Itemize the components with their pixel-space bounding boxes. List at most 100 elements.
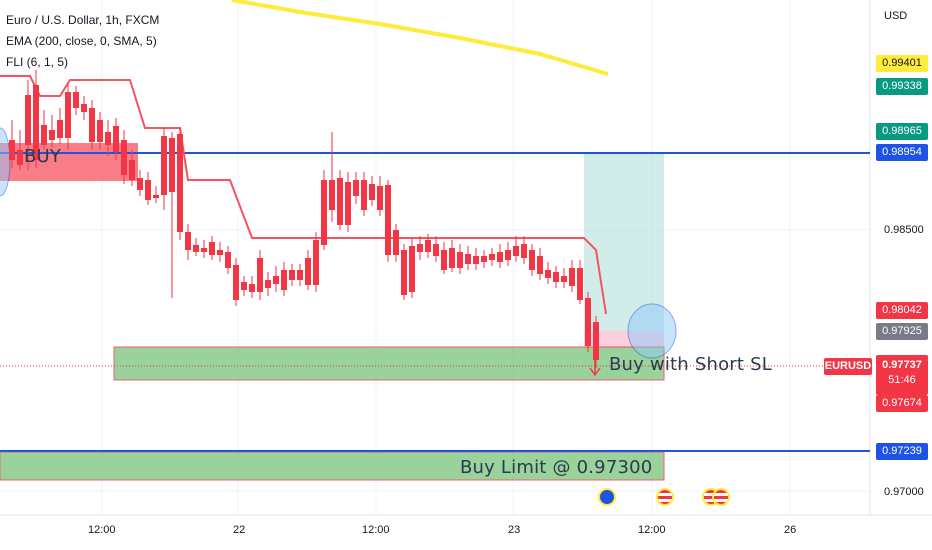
candle-body bbox=[585, 298, 591, 346]
candle-body bbox=[481, 256, 487, 262]
candle-body bbox=[121, 140, 127, 175]
candle-body bbox=[457, 252, 463, 268]
candle-body bbox=[505, 250, 511, 260]
ema-indicator-label[interactable]: EMA (200, close, 0, SMA, 5) bbox=[6, 34, 157, 48]
candle-body bbox=[257, 258, 263, 292]
candle-body bbox=[489, 254, 495, 260]
buy-short-sl-annotation[interactable]: Buy with Short SL bbox=[609, 354, 772, 375]
candles bbox=[9, 70, 599, 368]
candle-body bbox=[369, 184, 375, 200]
candle-body bbox=[169, 138, 175, 192]
candle-body bbox=[465, 254, 471, 264]
candle-body bbox=[9, 140, 15, 160]
ema-line bbox=[231, 0, 609, 76]
candle-body bbox=[57, 120, 63, 138]
candle-body bbox=[377, 186, 383, 210]
candle-body bbox=[297, 270, 303, 280]
last-price-box: 0.97737 51:46 bbox=[876, 355, 928, 395]
candle-body bbox=[81, 104, 87, 112]
candle-body bbox=[385, 185, 391, 255]
candle-body bbox=[497, 252, 503, 262]
buy-limit-zone bbox=[0, 451, 665, 481]
ema-price-tag: 0.99401 bbox=[876, 55, 928, 72]
candle-body bbox=[265, 280, 271, 288]
time-label: 12:00 bbox=[638, 524, 666, 536]
line-price-tag: 0.97239 bbox=[876, 443, 928, 460]
candle-body bbox=[289, 270, 295, 280]
candle-body bbox=[313, 240, 319, 285]
line-price-tag: 0.98954 bbox=[876, 144, 928, 161]
us-flag-event-icon[interactable] bbox=[712, 488, 730, 506]
candle-body bbox=[17, 150, 23, 165]
candle-body bbox=[249, 284, 255, 292]
candle-body bbox=[145, 180, 151, 200]
candle-body bbox=[33, 85, 39, 160]
candle-body bbox=[433, 244, 439, 256]
candle-body bbox=[337, 178, 343, 225]
candle-body bbox=[41, 125, 47, 145]
candle-body bbox=[545, 270, 551, 278]
candle-body bbox=[353, 180, 359, 196]
candle-body bbox=[129, 160, 135, 180]
candle-body bbox=[185, 232, 191, 250]
time-label: 12:00 bbox=[362, 524, 390, 536]
candle-body bbox=[201, 248, 207, 252]
candle-body bbox=[161, 136, 167, 195]
candle-body bbox=[305, 258, 311, 285]
candle-body bbox=[577, 268, 583, 300]
candle-body bbox=[321, 180, 327, 245]
candle-body bbox=[393, 230, 399, 255]
candle-body bbox=[449, 248, 455, 268]
candle-body bbox=[89, 108, 95, 142]
candle-body bbox=[225, 252, 231, 268]
time-label: 22 bbox=[233, 524, 246, 536]
candle-body bbox=[137, 178, 143, 190]
time-label: 12:00 bbox=[88, 524, 116, 536]
candle-body bbox=[105, 132, 111, 145]
candle-body bbox=[361, 180, 367, 210]
candle-body bbox=[345, 182, 351, 225]
symbol-title[interactable]: Euro / U.S. Dollar, 1h, FXCM bbox=[6, 13, 160, 27]
time-label: 23 bbox=[508, 524, 521, 536]
candle-body bbox=[537, 256, 543, 274]
candle-body bbox=[281, 270, 287, 290]
buy-limit-annotation[interactable]: Buy Limit @ 0.97300 bbox=[460, 457, 653, 478]
price-level: 0.97000 bbox=[884, 486, 924, 498]
fli-indicator-label[interactable]: FLI (6, 1, 5) bbox=[6, 55, 69, 69]
candle-body bbox=[209, 242, 215, 255]
currency-label[interactable]: USD bbox=[884, 10, 908, 22]
candle-body bbox=[233, 265, 239, 300]
candle-body bbox=[593, 322, 599, 360]
candle-body bbox=[473, 256, 479, 264]
price-level: 0.98500 bbox=[884, 224, 924, 236]
candle-body bbox=[217, 250, 223, 255]
buy-zone bbox=[113, 346, 665, 381]
price-tag: 0.98042 bbox=[876, 302, 928, 319]
countdown: 51:46 bbox=[888, 374, 916, 386]
candle-body bbox=[329, 180, 335, 210]
candle-body bbox=[49, 130, 55, 140]
time-label: 26 bbox=[784, 524, 797, 536]
candle-body bbox=[529, 250, 535, 270]
candle-body bbox=[401, 250, 407, 295]
marker-circle bbox=[0, 127, 11, 197]
candle-body bbox=[177, 134, 183, 232]
candle-body bbox=[553, 272, 559, 282]
candle-body bbox=[241, 282, 247, 290]
candle-body bbox=[273, 276, 279, 284]
buy-annotation[interactable]: BUY bbox=[24, 146, 62, 167]
candle-body bbox=[569, 268, 575, 286]
candle-body bbox=[521, 244, 527, 258]
chart-legend: Euro / U.S. Dollar, 1h, FXCM EMA (200, c… bbox=[6, 10, 159, 73]
fli-line bbox=[0, 75, 607, 315]
candle-body bbox=[513, 246, 519, 256]
candle-body bbox=[25, 95, 31, 145]
candle-body bbox=[97, 120, 103, 142]
marker-circle bbox=[627, 303, 677, 359]
calendar-event-icon[interactable] bbox=[598, 488, 616, 506]
candle-body bbox=[441, 250, 447, 270]
down-arrow-icon bbox=[589, 367, 601, 377]
price-tag: 0.98965 bbox=[876, 123, 928, 140]
us-flag-event-icon[interactable] bbox=[656, 488, 674, 506]
